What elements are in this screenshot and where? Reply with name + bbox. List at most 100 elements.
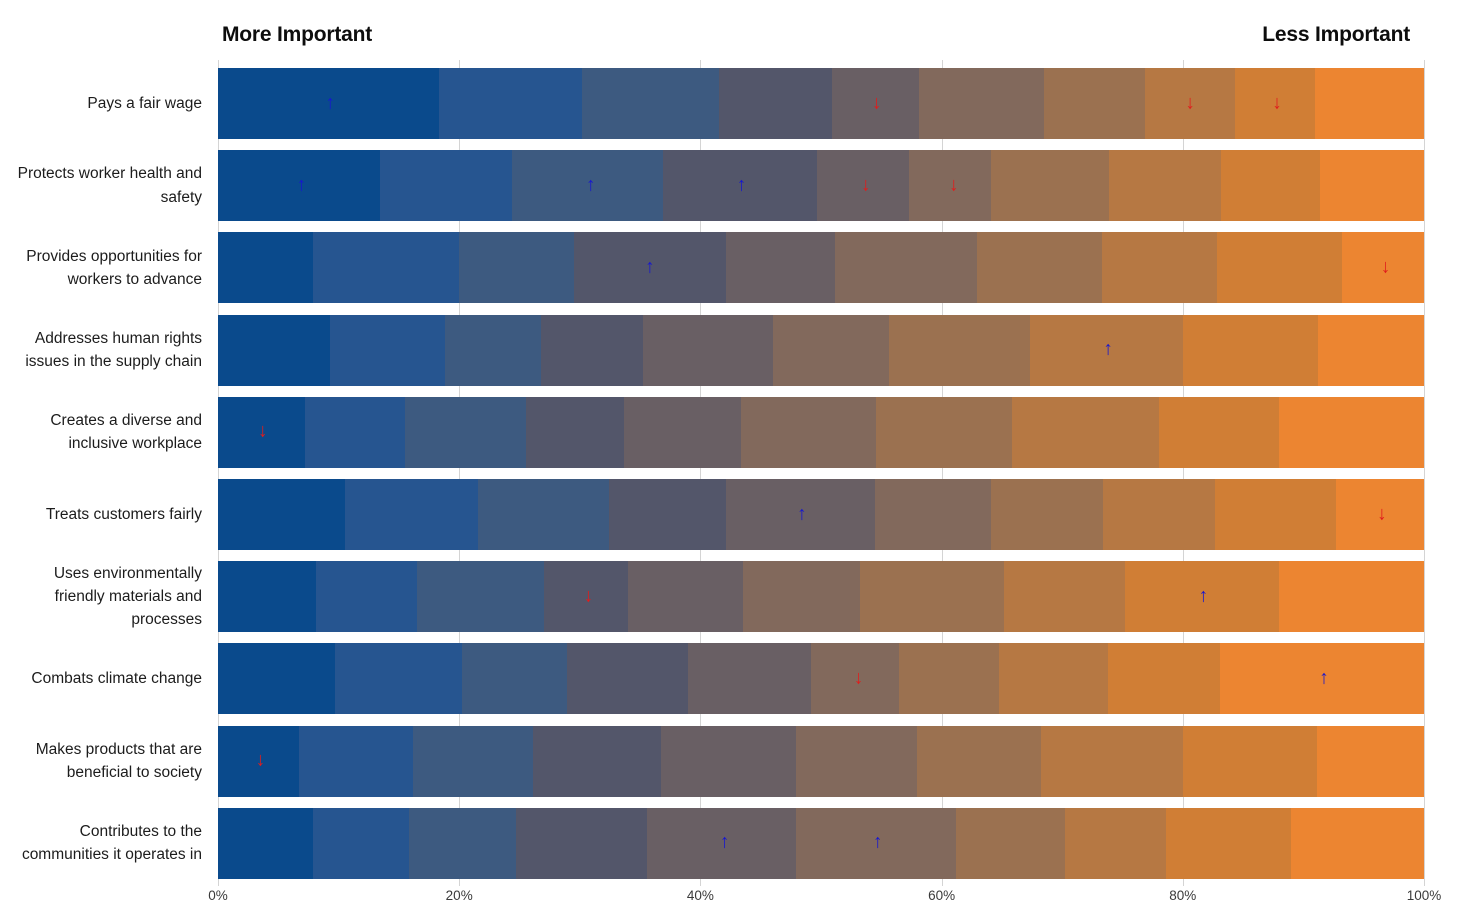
bar-segment: [918, 68, 1045, 139]
bar-segment: [218, 68, 439, 139]
bar-segment: [218, 479, 345, 550]
bar-segment: [1341, 232, 1424, 304]
more-important-title: More Important: [222, 23, 373, 46]
bar-segment: [573, 232, 726, 304]
bar-segment: [313, 232, 460, 304]
bar-segment: [1124, 561, 1280, 633]
bar-segment: [811, 643, 900, 715]
bar-segment: [1165, 807, 1292, 879]
bar-row: ↓: [218, 725, 1424, 797]
category-label: Provides opportunities for workers to ad…: [26, 247, 202, 288]
bar-segment: [688, 643, 812, 715]
bar-segment: [660, 725, 796, 797]
category-label: Protects worker health and safety: [17, 165, 202, 206]
bar-segment: [1004, 561, 1125, 633]
bar-segment: [624, 396, 742, 468]
bar-segment: [741, 396, 877, 468]
bar-segment: [444, 314, 542, 386]
bar-segment: [875, 479, 992, 550]
bar-segment: [582, 68, 719, 139]
bar-segment: [525, 396, 625, 468]
bar-segment: [976, 232, 1102, 304]
bar-segment: [1182, 725, 1317, 797]
category-label: Treats customers fairly: [45, 505, 202, 523]
gridline: [1424, 60, 1425, 886]
bar-segment: [909, 150, 992, 222]
bar-segment: [742, 561, 860, 633]
bar-segment: [1317, 314, 1424, 386]
bar-segment: [642, 314, 773, 386]
bar-segment: [541, 314, 643, 386]
bar-segment: [543, 561, 629, 633]
bar-segment: [999, 643, 1109, 715]
bar-segment: [1291, 807, 1424, 879]
bar-segment: [218, 807, 314, 879]
x-tick-label: 0%: [208, 888, 228, 903]
bar-segment: [608, 479, 726, 550]
bar-segment: [1158, 396, 1280, 468]
bar-segment: [218, 396, 305, 468]
bar-segment: [1316, 725, 1424, 797]
bar-row: ↓ ↑: [218, 561, 1424, 633]
bar-segment: [991, 150, 1110, 222]
bar-segment: [1279, 561, 1424, 633]
bar-segment: [218, 232, 314, 304]
bar-segment: [876, 396, 1012, 468]
plot-area: ↑ ↓ ↓ ↓ ↑ ↑ ↑ ↓ ↓ ↑ ↓ ↑ ↓ ↑ ↓ ↓ ↑ ↓ ↑ ↓ ↑ ↑: [218, 60, 1425, 886]
bar-segment: [404, 396, 526, 468]
bar-segment: [899, 643, 1000, 715]
bar-segment: [1320, 150, 1425, 222]
bar-row: ↑ ↑ ↑ ↓ ↓: [218, 150, 1425, 222]
bar-segment: [647, 807, 796, 879]
x-tick-label: 20%: [445, 888, 473, 903]
bar-segment: [1029, 314, 1183, 386]
chart-header: More Important Less Important: [222, 22, 1410, 47]
x-tick-label: 60%: [928, 888, 956, 903]
bar-segment: [344, 479, 479, 550]
x-tick-label: 40%: [686, 888, 714, 903]
bar-segment: [515, 807, 648, 879]
bar-segment: [532, 725, 661, 797]
bar-row: ↑ ↑: [218, 807, 1424, 879]
bar-segment: [1335, 479, 1424, 550]
category-label: Combats climate change: [31, 670, 202, 688]
bar-segment: [795, 807, 957, 879]
bar-segment: [956, 807, 1065, 879]
bar-segment: [1044, 68, 1146, 139]
bar-segment: [795, 725, 918, 797]
bar-segment: [1103, 479, 1216, 550]
bar-segment: [334, 643, 462, 715]
bar-segment: [1220, 643, 1424, 715]
bar-segment: [408, 807, 516, 879]
bar-segment: [772, 314, 889, 386]
bar-segment: [298, 725, 414, 797]
bar-row: ↑ ↓: [218, 232, 1424, 304]
bar-segment: [1040, 725, 1183, 797]
bar-segment: [313, 807, 409, 879]
bar-segment: [315, 561, 417, 633]
category-labels: Pays a fair wage Protects worker health a…: [0, 62, 210, 884]
bar-segment: [1108, 643, 1221, 715]
bar-segment: [459, 232, 574, 304]
bar-segment: [512, 150, 664, 222]
bar-segment: [1182, 314, 1318, 386]
bar-segment: [1315, 68, 1424, 139]
bar-segment: [1279, 396, 1424, 468]
bar-segment: [1145, 68, 1235, 139]
bar-segment: [888, 314, 1030, 386]
category-label: Creates a diverse and inclusive workplac…: [50, 412, 202, 453]
bar-segment: [817, 150, 910, 222]
bar-segment: [566, 643, 689, 715]
bar-segment: [218, 561, 316, 633]
bar-segment: [330, 314, 445, 386]
bar-segment: [438, 68, 583, 139]
bar-row: ↑: [218, 314, 1424, 386]
category-label: Uses environmentally friendly materials …: [53, 564, 202, 629]
bar-row: ↑ ↓: [218, 479, 1424, 550]
less-important-title: Less Important: [1262, 23, 1410, 46]
bar-segment: [718, 68, 832, 139]
bar-segment: [991, 479, 1104, 550]
bar-segment: [1109, 150, 1222, 222]
category-label: Addresses human rights issues in the sup…: [25, 329, 202, 371]
